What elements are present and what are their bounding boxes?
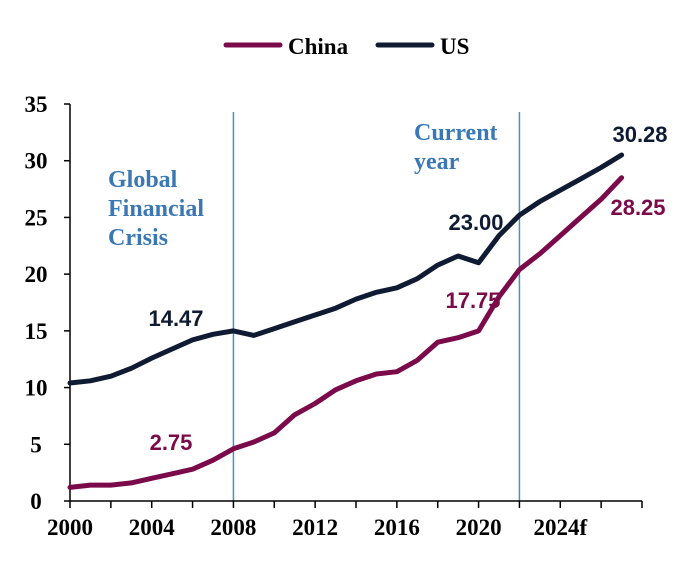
y-tick-label: 10 — [25, 376, 48, 401]
legend: China US — [223, 34, 469, 59]
axes: 0 5 10 15 20 25 30 35 2000 2004 2008 2012 2016 2020 20… — [25, 92, 643, 540]
reference-annotation: Global — [108, 167, 178, 193]
reference-lines: Global Financial Crisis Current year — [108, 112, 521, 501]
x-tick-label: 2004 — [129, 515, 176, 540]
y-tick-label: 25 — [25, 205, 48, 230]
data-label-us: 23.00 — [448, 210, 503, 235]
data-label-china: 2.75 — [150, 430, 193, 455]
x-tick-label: 2000 — [47, 515, 93, 540]
y-tick-label: 35 — [25, 92, 48, 117]
reference-annotation: Crisis — [108, 225, 168, 251]
y-tick-label: 30 — [25, 149, 48, 174]
data-labels: 14.47 2.75 23.00 17.75 30.28 28.25 — [148, 122, 667, 455]
reference-annotation: Current — [414, 120, 498, 146]
reference-annotation: Financial — [108, 196, 204, 222]
legend-label-us: US — [440, 34, 469, 59]
series-line-us — [67, 152, 625, 386]
x-tick-label: 2024f — [533, 515, 587, 540]
y-tick-label: 0 — [30, 489, 42, 514]
x-tick-label: 2012 — [292, 515, 338, 540]
reference-annotation: year — [414, 149, 460, 175]
series-layer — [67, 152, 625, 490]
data-label-us: 14.47 — [148, 306, 203, 331]
y-tick-label: 5 — [30, 432, 42, 457]
y-tick-label: 15 — [25, 319, 48, 344]
series-line-china — [67, 175, 625, 490]
legend-label-china: China — [288, 34, 349, 59]
y-tick-label: 20 — [25, 262, 48, 287]
data-label-china: 28.25 — [610, 195, 665, 220]
data-label-us: 30.28 — [612, 122, 667, 147]
x-tick-label: 2020 — [456, 515, 502, 540]
x-tick-label: 2008 — [210, 515, 256, 540]
x-tick-label: 2016 — [374, 515, 420, 540]
data-label-china: 17.75 — [445, 288, 500, 313]
